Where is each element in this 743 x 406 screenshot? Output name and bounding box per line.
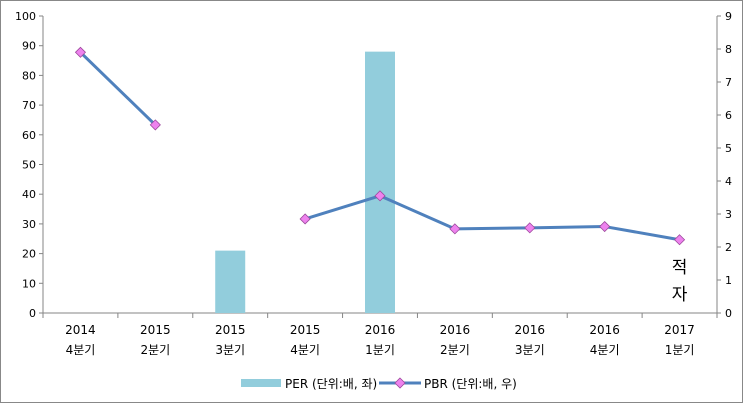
tick-labels: 0 10 20 30 40 50 60 70 80 90 100 0 1 2 3 4 5 6 7 8 9 2014 4분기 2… xyxy=(15,10,732,357)
right-tick-label: 8 xyxy=(725,43,732,56)
x-tick-label-year: 2016 xyxy=(515,323,546,337)
legend: PER (단위:배, 좌) PBR (단위:배, 우) xyxy=(241,377,517,391)
legend-swatch-per xyxy=(241,379,281,387)
right-tick-label: 9 xyxy=(725,10,732,23)
annotation-char: 자 xyxy=(672,285,688,305)
pbr-line xyxy=(74,46,686,246)
pbr-marker xyxy=(74,46,87,58)
left-tick-label: 70 xyxy=(22,99,36,112)
left-tick-label: 20 xyxy=(22,248,36,261)
right-tick-label: 2 xyxy=(725,241,732,254)
left-tick-label: 40 xyxy=(22,188,36,201)
x-tick-label-year: 2016 xyxy=(440,323,471,337)
pbr-marker xyxy=(524,222,536,234)
pbr-line-segment xyxy=(304,194,680,242)
x-tick-label-year: 2015 xyxy=(215,323,246,337)
left-tick-label: 10 xyxy=(22,277,36,290)
x-tick-label-quarter: 4분기 xyxy=(590,343,620,357)
left-tick-label: 60 xyxy=(22,129,36,142)
pbr-marker xyxy=(673,234,686,246)
pbr-marker xyxy=(449,223,461,235)
x-tick-label-quarter: 2분기 xyxy=(440,343,470,357)
x-tick-label-year: 2015 xyxy=(140,323,171,337)
right-tick-label: 1 xyxy=(725,274,732,287)
right-tick-label: 6 xyxy=(725,109,732,122)
pbr-marker xyxy=(149,119,161,131)
x-tick-label-quarter: 3분기 xyxy=(515,343,545,357)
right-tick-label: 3 xyxy=(725,208,732,221)
pbr-marker xyxy=(299,213,311,225)
per-bars xyxy=(215,51,395,313)
annotation-char: 적 xyxy=(672,258,688,278)
pbr-marker xyxy=(374,190,386,202)
right-tick-label: 5 xyxy=(725,142,732,155)
x-tick-label-year: 2016 xyxy=(589,323,620,337)
x-tick-label-quarter: 4분기 xyxy=(290,343,320,357)
left-tick-label: 80 xyxy=(22,69,36,82)
x-tick-label-year: 2016 xyxy=(365,323,396,337)
x-tick-label-quarter: 1분기 xyxy=(665,343,695,357)
pbr-marker xyxy=(599,220,611,233)
x-tick-label-quarter: 3분기 xyxy=(215,343,245,357)
pbr-line-segment xyxy=(79,51,157,126)
annotation: 적자 xyxy=(672,258,688,305)
left-tick-label: 50 xyxy=(22,159,36,172)
right-tick-label: 7 xyxy=(725,76,732,89)
left-tick-label: 90 xyxy=(22,40,36,53)
left-tick-label: 30 xyxy=(22,218,36,231)
x-tick-label-year: 2015 xyxy=(290,323,321,337)
legend-swatch-pbr-marker xyxy=(394,377,406,389)
per-bar xyxy=(215,250,246,313)
right-tick-label: 4 xyxy=(725,175,732,188)
right-tick-label: 0 xyxy=(725,307,732,320)
per-bar xyxy=(365,51,395,313)
left-tick-label: 0 xyxy=(29,307,36,320)
legend-label-per: PER (단위:배, 좌) xyxy=(285,377,377,391)
left-tick-label: 100 xyxy=(15,10,36,23)
x-tick-label-quarter: 4분기 xyxy=(66,343,96,357)
x-tick-label-quarter: 2분기 xyxy=(140,343,170,357)
x-tick-label-year: 2014 xyxy=(65,323,96,337)
legend-label-pbr: PBR (단위:배, 우) xyxy=(424,377,517,391)
x-tick-label-quarter: 1분기 xyxy=(365,343,395,357)
x-tick-label-year: 2017 xyxy=(664,323,695,337)
